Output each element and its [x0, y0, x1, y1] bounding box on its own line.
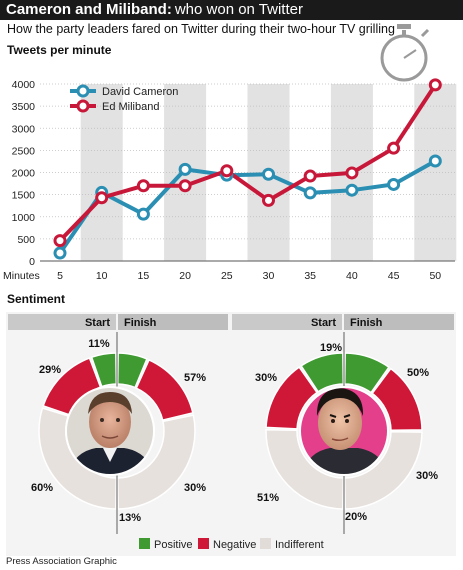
miliband-start-indifferent-label: 51% — [257, 492, 279, 504]
x-tick-50: 50 — [429, 270, 441, 282]
miliband-finish-negative-slice — [371, 367, 423, 432]
sentiment-title: Sentiment — [7, 292, 66, 306]
header-start-cameron — [8, 314, 116, 330]
point-cameron-5 — [53, 246, 67, 260]
cameron-start-indifferent-label: 60% — [31, 482, 53, 494]
point-miliband-20 — [178, 179, 192, 193]
point-cameron-30 — [262, 167, 275, 181]
x-tick-35: 35 — [304, 270, 316, 282]
point-miliband-5 — [53, 234, 67, 248]
series-line-miliband — [58, 83, 437, 242]
point-cameron-15 — [136, 207, 150, 221]
series-line-cameron — [58, 159, 437, 255]
x-tick-40: 40 — [346, 270, 358, 282]
legend-label-cameron: David Cameron — [102, 86, 178, 98]
cameron-finish-indifferent-label: 57% — [184, 372, 206, 384]
sentiment-headers: Start Finish Start Finish — [8, 314, 454, 330]
chart-gridlines — [40, 83, 455, 262]
x-axis-label: Minutes — [3, 270, 40, 282]
x-tick-30: 30 — [263, 270, 275, 282]
title-bar: Cameron and Miliband: who won on Twitter — [0, 0, 463, 20]
y-tick-3000: 3000 — [12, 123, 36, 135]
y-axis-ticks: 0 500 1000 1500 2000 2500 3000 3500 4000 — [12, 79, 36, 268]
header-start-miliband — [232, 314, 342, 330]
point-cameron-50 — [428, 154, 442, 168]
point-cameron-40 — [345, 183, 359, 197]
y-tick-1000: 1000 — [12, 212, 36, 224]
y-tick-2500: 2500 — [12, 145, 36, 157]
point-miliband-40 — [345, 166, 359, 180]
miliband-start-positive-label: 19% — [320, 342, 342, 354]
miliband-start-negative-slice — [265, 366, 319, 430]
header-finish-cameron — [118, 314, 228, 330]
stopwatch-icon — [380, 24, 430, 82]
miliband-finish-positive-label: 20% — [345, 511, 367, 523]
title-normal: who won on Twitter — [174, 1, 303, 18]
point-cameron-35 — [303, 186, 317, 200]
y-tick-500: 500 — [17, 234, 35, 246]
miliband-start-negative-label: 30% — [255, 372, 277, 384]
x-tick-10: 10 — [96, 270, 108, 282]
point-miliband-10 — [95, 191, 109, 205]
cameron-start-positive-slice — [90, 352, 118, 388]
point-miliband-30 — [262, 193, 275, 207]
cameron-finish-negative-label: 30% — [184, 482, 206, 494]
legend-marker-cameron — [76, 84, 90, 98]
point-cameron-20 — [178, 162, 192, 176]
miliband-finish-positive-slice — [343, 352, 390, 394]
miliband-finish-negative-label: 30% — [416, 470, 438, 482]
x-tick-5: 5 — [57, 270, 63, 282]
header-finish-miliband — [344, 314, 454, 330]
legend-label-miliband: Ed Miliband — [102, 101, 159, 113]
legend-swatch-positive — [139, 538, 150, 549]
point-miliband-35 — [303, 169, 317, 183]
cameron-finish-positive-slice — [116, 352, 148, 389]
chart-series — [53, 78, 442, 260]
x-tick-20: 20 — [179, 270, 191, 282]
point-miliband-50 — [428, 78, 442, 92]
miliband-finish-indifferent-slice — [343, 430, 423, 510]
x-tick-25: 25 — [221, 270, 233, 282]
sentiment-donuts: 11% 29% 60% 13% 30% 57% 19% 30% 51% 20% 30% 50% — [31, 332, 438, 534]
chart-legend: David Cameron Ed Miliband — [70, 84, 178, 113]
y-tick-1500: 1500 — [12, 190, 36, 202]
miliband-start-positive-slice — [300, 352, 345, 393]
header-start-label-cameron: Start — [85, 317, 110, 329]
sentiment-legend: Positive Negative Indifferent — [139, 538, 324, 551]
x-tick-15: 15 — [138, 270, 150, 282]
point-cameron-45 — [387, 177, 401, 191]
point-miliband-15 — [136, 179, 150, 193]
subtitle: How the party leaders fared on Twitter d… — [7, 22, 395, 36]
legend-label-positive: Positive — [154, 539, 193, 551]
y-tick-3500: 3500 — [12, 101, 36, 113]
cameron-start-positive-label: 11% — [88, 338, 110, 350]
chart-bands — [80, 84, 457, 261]
miliband-start-indifferent-slice — [265, 428, 345, 510]
title-bold: Cameron and Miliband: — [6, 1, 172, 18]
source-credit: Press Association Graphic — [6, 556, 117, 567]
header-finish-label-cameron: Finish — [124, 317, 157, 329]
miliband-finish-indifferent-label: 50% — [407, 367, 429, 379]
legend-label-indifferent: Indifferent — [275, 539, 324, 551]
header-start-label-miliband: Start — [311, 317, 336, 329]
cameron-finish-positive-label: 13% — [119, 512, 141, 524]
cameron-start-negative-label: 29% — [39, 364, 61, 376]
legend-marker-miliband — [76, 99, 90, 113]
header-finish-label-miliband: Finish — [350, 317, 383, 329]
x-axis-ticks: 5 10 15 20 25 30 35 40 45 50 — [57, 270, 441, 282]
line-chart-title: Tweets per minute — [7, 43, 112, 57]
point-miliband-45 — [387, 141, 401, 155]
legend-swatch-negative — [198, 538, 209, 549]
point-miliband-25 — [220, 164, 234, 178]
y-tick-4000: 4000 — [12, 79, 36, 91]
y-tick-2000: 2000 — [12, 168, 36, 180]
legend-label-negative: Negative — [213, 539, 256, 551]
cameron-finish-negative-slice — [135, 358, 194, 421]
y-tick-0: 0 — [29, 256, 35, 268]
legend-swatch-indifferent — [260, 538, 271, 549]
cameron-finish-indifferent-slice — [116, 414, 196, 510]
x-tick-45: 45 — [388, 270, 400, 282]
